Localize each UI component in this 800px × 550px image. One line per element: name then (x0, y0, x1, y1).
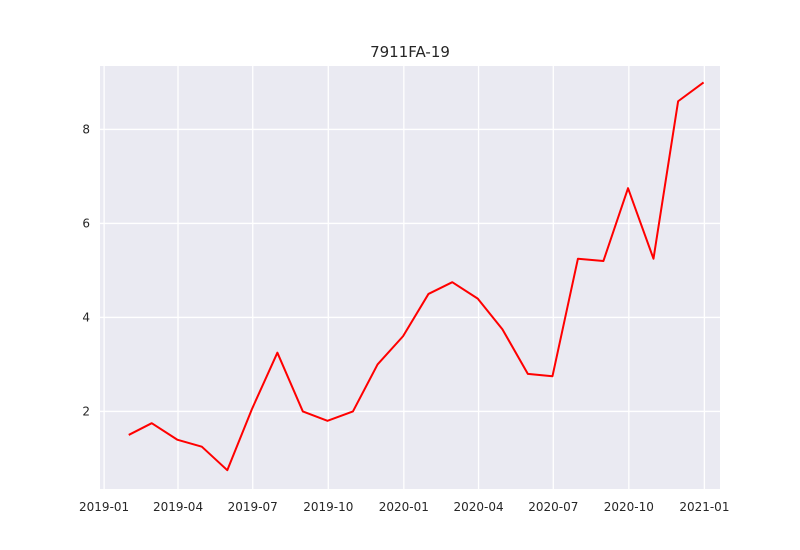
chart-title: 7911FA-19 (370, 43, 450, 61)
plot-background (100, 66, 720, 489)
x-tick-label: 2019-10 (303, 500, 353, 514)
y-tick-label: 4 (82, 310, 90, 324)
series-layer (128, 81, 705, 472)
x-axis-ticks: 2019-01 2019-04 2019-07 2019-10 2020-01 2020-… (79, 500, 729, 514)
x-tick-label: 2021-01 (679, 500, 729, 514)
grid-lines (100, 66, 720, 489)
x-tick-label: 2019-07 (228, 500, 278, 514)
y-tick-label: 8 (82, 122, 90, 136)
y-tick-label: 2 (82, 404, 90, 418)
x-tick-label: 2020-04 (453, 500, 503, 514)
x-tick-label: 2019-04 (153, 500, 203, 514)
x-tick-label: 2020-10 (604, 500, 654, 514)
x-tick-label: 2020-07 (528, 500, 578, 514)
y-axis-ticks: 2 4 6 8 (82, 122, 90, 418)
x-tick-label: 2019-01 (79, 500, 129, 514)
y-tick-label: 6 (82, 216, 90, 230)
x-tick-label: 2020-01 (379, 500, 429, 514)
series-line (128, 81, 705, 472)
